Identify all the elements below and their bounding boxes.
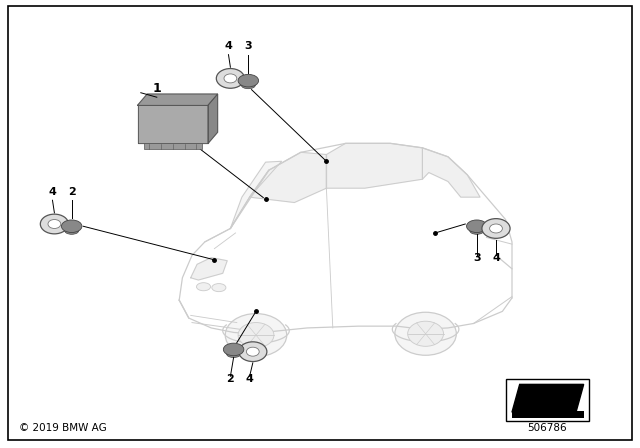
Circle shape: [395, 312, 456, 355]
Text: 506786: 506786: [527, 423, 567, 433]
Text: 2: 2: [68, 187, 76, 197]
Text: 4: 4: [49, 187, 56, 197]
Circle shape: [225, 314, 287, 357]
Ellipse shape: [223, 343, 244, 356]
Ellipse shape: [467, 220, 487, 233]
Circle shape: [239, 342, 267, 362]
Ellipse shape: [470, 227, 484, 234]
Polygon shape: [512, 384, 584, 412]
Text: 4: 4: [492, 253, 500, 263]
Circle shape: [490, 224, 502, 233]
Circle shape: [482, 219, 510, 238]
Polygon shape: [138, 105, 208, 143]
Bar: [506, 379, 589, 421]
Polygon shape: [250, 152, 326, 202]
Ellipse shape: [212, 284, 226, 292]
Polygon shape: [208, 94, 218, 143]
Ellipse shape: [65, 227, 79, 234]
Text: 4: 4: [225, 41, 232, 51]
Ellipse shape: [241, 82, 255, 89]
Ellipse shape: [61, 220, 82, 233]
Polygon shape: [230, 161, 282, 228]
Ellipse shape: [238, 74, 259, 87]
Circle shape: [246, 347, 259, 356]
Text: © 2019 BMW AG: © 2019 BMW AG: [19, 423, 107, 433]
Ellipse shape: [196, 283, 211, 291]
Polygon shape: [138, 94, 218, 105]
Circle shape: [408, 321, 444, 346]
Text: 2: 2: [227, 374, 234, 383]
Circle shape: [216, 69, 244, 88]
Ellipse shape: [227, 350, 241, 358]
Circle shape: [238, 323, 274, 348]
Text: 4: 4: [246, 374, 253, 383]
Bar: [512, 411, 584, 418]
Circle shape: [40, 214, 68, 234]
Text: 3: 3: [473, 253, 481, 263]
Text: 3: 3: [244, 41, 252, 51]
Bar: [144, 143, 202, 149]
Polygon shape: [326, 143, 422, 188]
Polygon shape: [191, 258, 227, 280]
Circle shape: [48, 220, 61, 228]
Circle shape: [224, 74, 237, 83]
Polygon shape: [422, 148, 480, 197]
Text: 1: 1: [152, 82, 161, 95]
